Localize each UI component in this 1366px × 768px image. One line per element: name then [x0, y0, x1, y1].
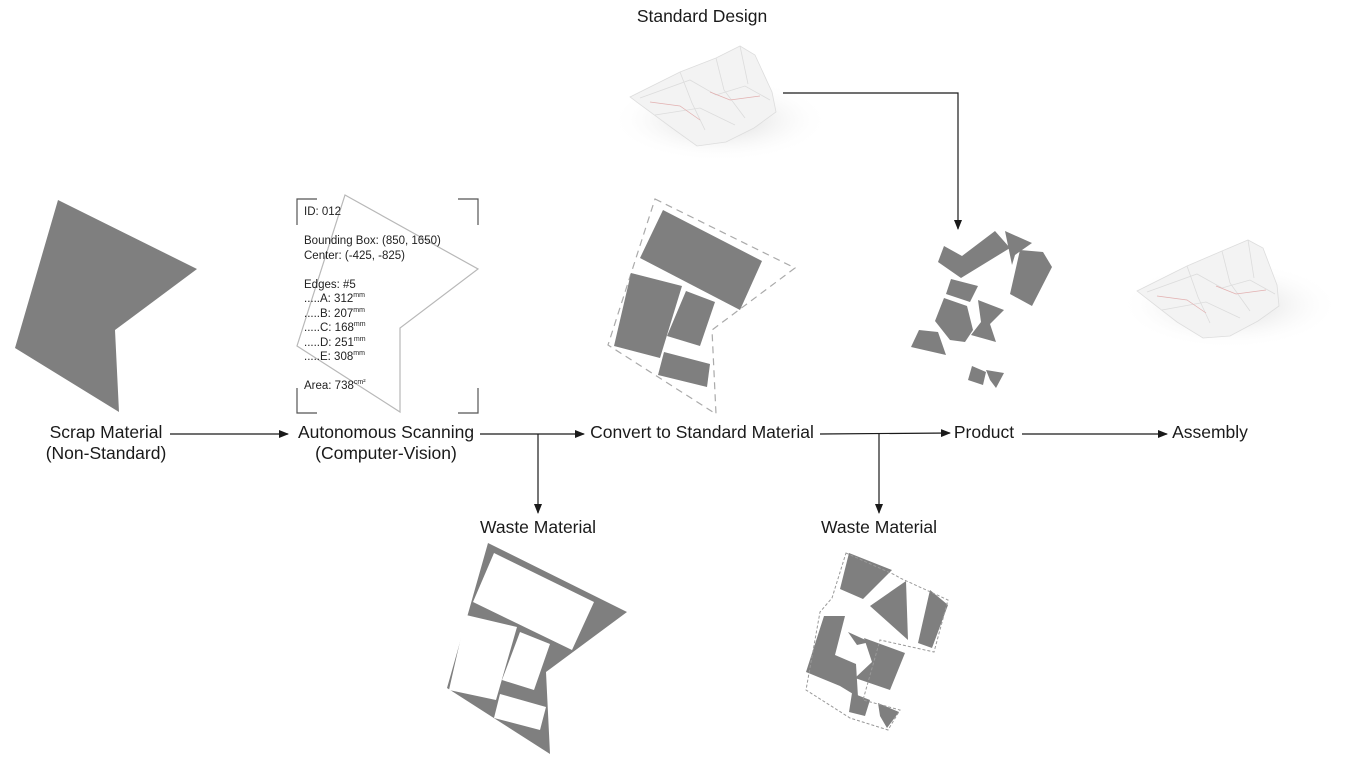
waste-cutout	[502, 632, 550, 690]
product-piece	[986, 370, 1004, 388]
label-scrap-line2: (Non-Standard)	[45, 443, 167, 463]
convert-standard-material	[607, 198, 797, 416]
label-scan-line2: (Computer-Vision)	[315, 443, 457, 463]
convert-outline	[607, 198, 797, 416]
product-piece	[1010, 250, 1052, 306]
label-waste-material-1: Waste Material	[479, 517, 597, 537]
scan-id: ID: 012	[304, 206, 342, 218]
label-standard-design: Standard Design	[636, 6, 768, 26]
product-pieces	[911, 231, 1052, 388]
product-piece	[1005, 231, 1032, 265]
flow-arrows	[170, 92, 1168, 514]
scan-frame	[296, 194, 480, 414]
waste-piece	[855, 638, 905, 690]
product-piece	[938, 231, 1010, 278]
standard-piece	[658, 352, 710, 387]
bracket-bottom-left	[296, 388, 317, 414]
standard-design-object	[610, 45, 830, 162]
label-assembly: Assembly	[1172, 422, 1248, 442]
label-scan-line1: Autonomous Scanning	[297, 422, 475, 442]
waste-cutout	[449, 615, 517, 700]
waste-cutout	[473, 553, 594, 650]
scan-edge-e: .....E: 308mm	[304, 350, 365, 363]
scan-edges-title: Edges: #5	[304, 278, 356, 291]
standard-piece	[614, 273, 682, 358]
waste-piece	[878, 703, 899, 728]
scan-edge-d: .....D: 251mm	[304, 335, 366, 349]
scan-info-panel: ID: 012 Bounding Box: (850, 1650) Center…	[304, 205, 441, 394]
product-piece	[911, 330, 946, 355]
product-piece	[946, 279, 978, 302]
label-scrap-material: Scrap Material (Non-Standard)	[16, 422, 196, 464]
bracket-top-left	[296, 198, 317, 225]
label-convert-standard: Convert to Standard Material	[590, 422, 814, 442]
scan-area: Area: 738cm²	[304, 379, 366, 392]
bracket-top-right	[458, 198, 479, 225]
waste-piece	[870, 581, 908, 640]
waste-material-1	[447, 543, 627, 754]
waste-piece	[806, 616, 858, 697]
product-piece	[935, 298, 973, 342]
scan-center: Center: (-425, -825)	[304, 249, 405, 262]
bracket-bottom-right	[458, 388, 479, 414]
scan-edge-b: .....B: 207mm	[304, 306, 365, 320]
scrap-material-shape	[15, 200, 197, 412]
scan-edge-a: .....A: 312mm	[304, 292, 365, 305]
label-autonomous-scanning: Autonomous Scanning (Computer-Vision)	[286, 422, 486, 464]
waste-material-2	[805, 552, 949, 731]
label-product: Product	[953, 422, 1015, 442]
waste-cutout	[494, 694, 546, 730]
scan-outline	[296, 194, 480, 414]
scan-edge-c: .....C: 168mm	[304, 321, 366, 334]
standard-piece	[640, 210, 762, 310]
waste-piece	[848, 632, 870, 645]
waste-piece	[840, 553, 892, 599]
assembly-object	[1120, 239, 1340, 349]
scan-bounding-box: Bounding Box: (850, 1650)	[304, 235, 441, 247]
waste-piece	[918, 590, 948, 648]
arrow-convert-to-product	[819, 429, 951, 438]
product-piece	[968, 366, 986, 385]
waste-piece	[849, 693, 870, 716]
product-piece	[971, 300, 1004, 342]
arrow-design-to-product	[783, 92, 962, 230]
label-scrap-line1: Scrap Material	[49, 422, 163, 442]
standard-piece	[667, 291, 715, 346]
label-waste-material-2: Waste Material	[820, 517, 938, 537]
